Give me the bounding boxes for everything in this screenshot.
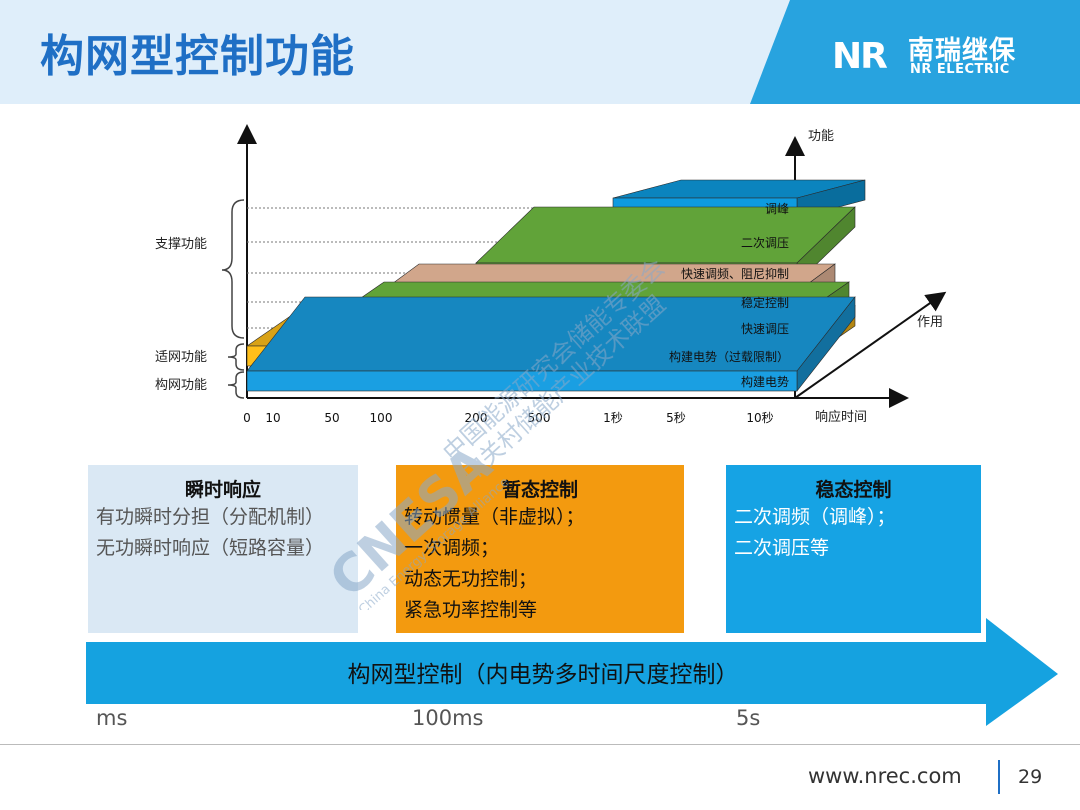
timescale-tick-ms: ms: [96, 706, 128, 730]
group-label-support: 支撑功能: [155, 237, 207, 252]
box-line: 动态无功控制；: [404, 568, 538, 590]
timescale-tick-100ms: 100ms: [412, 706, 484, 730]
group-label-grid-adapt: 适网功能: [155, 350, 207, 365]
x-tick-label: 10: [265, 411, 280, 425]
footer-divider: [0, 744, 1080, 745]
group-label-grid-forming: 构网功能: [155, 378, 207, 393]
arrow-label: 构网型控制（内电势多时间尺度控制）: [348, 662, 739, 688]
company-name-cn: 南瑞继保: [908, 36, 1017, 66]
box-line: 二次调频（调峰）；: [734, 506, 896, 528]
box-instant-response: 瞬时响应 有功瞬时分担（分配机制） 无功瞬时响应（短路容量）: [88, 465, 358, 633]
bar-label: 二次调压: [741, 236, 789, 250]
bar-label: 调峰: [765, 202, 789, 216]
x-tick-label: 50: [324, 411, 339, 425]
box-title: 暂态控制: [501, 479, 578, 501]
z-axis: [794, 291, 947, 399]
x-axis-label: 响应时间: [815, 409, 867, 425]
box-line: 紧急功率控制等: [404, 599, 538, 621]
footer-separator: [998, 760, 1000, 794]
company-name-en: NR ELECTRIC: [910, 62, 1010, 77]
y-axis-label: 功能: [808, 129, 834, 144]
slide-header: 构网型控制功能: [0, 0, 1080, 104]
x-tick-label: 100: [370, 411, 393, 425]
header-accent: [750, 0, 1080, 104]
box-line: 二次调压等: [734, 537, 830, 559]
arrow-shape: [86, 618, 1058, 726]
bar-label: 构建电势（过载限制）: [669, 349, 789, 364]
x-tick-label: 1秒: [603, 411, 623, 425]
box-transient-control: 暂态控制 转动惯量（非虚拟）； 一次调频； 动态无功控制； 紧急功率控制等: [396, 465, 684, 633]
page-number: 29: [1018, 766, 1043, 788]
footer-url: www.nrec.com: [808, 764, 962, 788]
bar-label: 快速调压: [741, 322, 789, 336]
brace-support: [221, 199, 245, 339]
box-title: 瞬时响应: [184, 479, 261, 501]
bar-front-face: [246, 370, 798, 392]
box-line: 一次调频；: [404, 537, 500, 559]
box-line: 转动惯量（非虚拟）；: [404, 506, 585, 528]
page-title: 构网型控制功能: [40, 31, 355, 82]
bar-label: 构建电势: [741, 374, 789, 389]
x-tick-label: 10秒: [746, 411, 773, 425]
x-tick-label: 5秒: [666, 411, 686, 425]
brace-grid-forming: [227, 371, 245, 399]
x-tick-label: 200: [465, 411, 488, 425]
nr-logo-icon: NR: [832, 36, 888, 77]
z-axis-label: 作用: [917, 315, 943, 330]
x-tick-label: 0: [243, 411, 251, 425]
box-line: 无功瞬时响应（短路容量）: [96, 537, 325, 559]
timescale-tick-5s: 5s: [736, 706, 761, 730]
x-tick-label: 500: [528, 411, 551, 425]
bar-7: [246, 296, 856, 392]
bar-label: 快速调频、阻尼抑制: [681, 266, 789, 281]
box-line: 有功瞬时分担（分配机制）: [96, 506, 325, 528]
bar-label: 稳定控制: [741, 295, 789, 310]
box-steady-control: 稳态控制 二次调频（调峰）； 二次调压等: [726, 465, 981, 633]
brace-grid-adapt: [227, 343, 245, 371]
box-title: 稳态控制: [815, 479, 892, 501]
